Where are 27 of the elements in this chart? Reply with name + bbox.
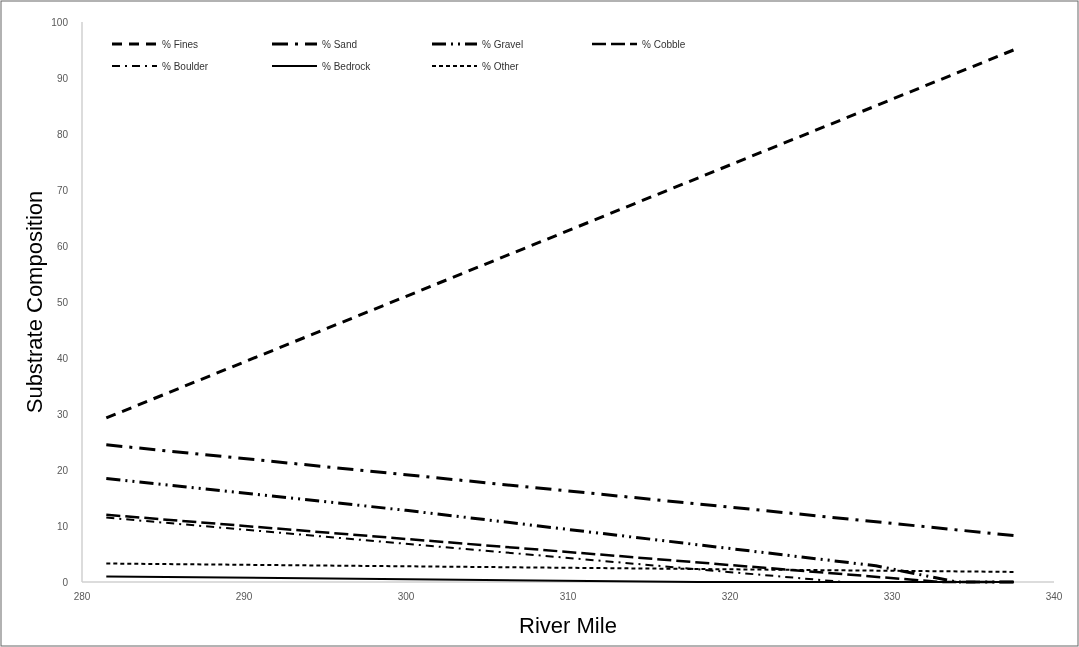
legend-label: % Boulder bbox=[162, 60, 209, 72]
legend-label: % Bedrock bbox=[322, 60, 372, 72]
y-tick-label: 50 bbox=[56, 296, 69, 308]
x-tick-label: 290 bbox=[235, 591, 253, 602]
x-tick-label: 320 bbox=[721, 591, 739, 602]
x-tick-label: 340 bbox=[1045, 591, 1063, 602]
legend-label: % Gravel bbox=[482, 38, 524, 50]
legend-label: % Fines bbox=[162, 38, 199, 50]
y-axis-title: Substrate Composition bbox=[22, 190, 47, 414]
y-tick-label: 20 bbox=[56, 464, 69, 476]
legend-label: % Other bbox=[482, 60, 520, 72]
y-tick-label: 0 bbox=[62, 576, 69, 588]
x-tick-label: 330 bbox=[883, 591, 901, 602]
y-tick-label: 30 bbox=[56, 408, 69, 420]
legend-label: % Cobble bbox=[642, 38, 686, 50]
x-tick-label: 280 bbox=[73, 591, 91, 602]
legend-label: % Sand bbox=[322, 38, 358, 50]
x-axis-title: River Mile bbox=[519, 613, 617, 638]
y-tick-label: 40 bbox=[56, 352, 69, 364]
x-tick-label: 310 bbox=[559, 591, 577, 602]
y-tick-label: 70 bbox=[56, 184, 69, 196]
y-tick-label: 10 bbox=[56, 520, 69, 532]
x-tick-label: 300 bbox=[397, 591, 415, 602]
y-tick-label: 80 bbox=[56, 128, 69, 140]
y-tick-label: 100 bbox=[51, 16, 69, 28]
y-tick-label: 60 bbox=[56, 240, 69, 252]
y-tick-label: 90 bbox=[56, 72, 69, 84]
